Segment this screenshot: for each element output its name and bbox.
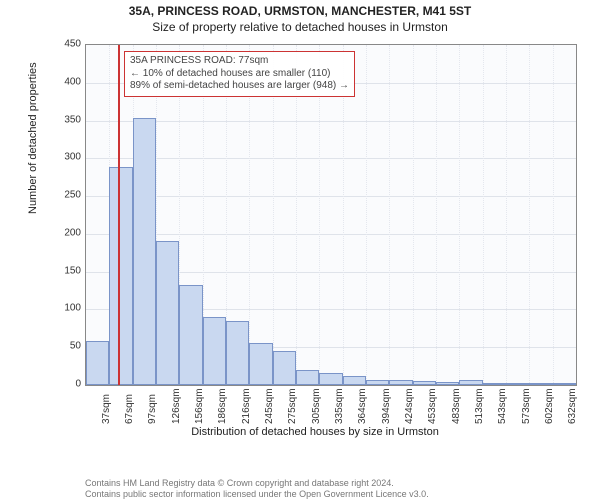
subject-property-marker (118, 45, 120, 385)
histogram-bar (109, 167, 132, 385)
y-tick-label: 200 (55, 227, 81, 238)
footer-line-2: Contains public sector information licen… (85, 489, 429, 500)
x-tick-label: 156sqm (194, 388, 205, 424)
x-tick-label: 275sqm (287, 388, 298, 424)
histogram-bar (133, 118, 156, 385)
histogram-bar (413, 381, 436, 385)
x-tick-label: 364sqm (357, 388, 368, 424)
y-tick-label: 350 (55, 114, 81, 125)
histogram-bar (389, 380, 412, 385)
annotation-line: 35A PRINCESS ROAD: 77sqm (130, 55, 349, 68)
x-tick-label: 483sqm (451, 388, 462, 424)
y-tick-label: 50 (55, 341, 81, 352)
histogram-plot-area: 35A PRINCESS ROAD: 77sqm← 10% of detache… (85, 44, 577, 386)
histogram-bar (249, 343, 272, 385)
x-tick-label: 126sqm (171, 388, 182, 424)
y-tick-label: 0 (55, 379, 81, 390)
histogram-bar (179, 285, 202, 385)
histogram-bar (553, 383, 576, 385)
x-tick-label: 335sqm (334, 388, 345, 424)
x-tick-label: 216sqm (241, 388, 252, 424)
chart-container: Number of detached properties 35A PRINCE… (55, 44, 575, 414)
footer-line-1: Contains HM Land Registry data © Crown c… (85, 478, 429, 489)
y-axis-title: Number of detached properties (27, 62, 39, 214)
annotation-line: 89% of semi-detached houses are larger (… (130, 80, 349, 93)
histogram-bar (86, 341, 109, 385)
y-tick-label: 400 (55, 76, 81, 87)
y-tick-label: 150 (55, 265, 81, 276)
x-tick-label: 67sqm (124, 394, 135, 424)
x-axis-title: Distribution of detached houses by size … (55, 426, 575, 438)
histogram-bar (296, 370, 319, 385)
x-tick-label: 602sqm (544, 388, 555, 424)
x-tick-label: 97sqm (147, 394, 158, 424)
histogram-bar (319, 373, 342, 385)
x-tick-label: 513sqm (474, 388, 485, 424)
histogram-bar (436, 382, 459, 385)
x-tick-label: 394sqm (381, 388, 392, 424)
footer-attribution: Contains HM Land Registry data © Crown c… (85, 478, 429, 500)
histogram-bar (273, 351, 296, 385)
histogram-bar (203, 317, 226, 385)
y-tick-label: 450 (55, 39, 81, 50)
histogram-bar (529, 383, 552, 385)
annotation-box: 35A PRINCESS ROAD: 77sqm← 10% of detache… (124, 51, 355, 97)
page-title-address: 35A, PRINCESS ROAD, URMSTON, MANCHESTER,… (0, 4, 600, 18)
annotation-line: ← 10% of detached houses are smaller (11… (130, 68, 349, 81)
x-tick-label: 245sqm (264, 388, 275, 424)
histogram-bar (459, 380, 482, 385)
x-tick-label: 543sqm (497, 388, 508, 424)
page-subtitle: Size of property relative to detached ho… (0, 20, 600, 34)
y-tick-label: 250 (55, 190, 81, 201)
histogram-bar (483, 383, 506, 385)
y-tick-label: 100 (55, 303, 81, 314)
x-tick-label: 632sqm (567, 388, 578, 424)
histogram-bar (506, 383, 529, 385)
histogram-bar (343, 376, 366, 385)
x-tick-label: 186sqm (217, 388, 228, 424)
y-tick-label: 300 (55, 152, 81, 163)
histogram-bar (156, 241, 179, 385)
x-tick-label: 305sqm (311, 388, 322, 424)
x-tick-label: 424sqm (404, 388, 415, 424)
histogram-bar (366, 380, 389, 385)
histogram-bar (226, 321, 249, 385)
x-tick-label: 453sqm (427, 388, 438, 424)
x-tick-label: 573sqm (521, 388, 532, 424)
x-tick-label: 37sqm (101, 394, 112, 424)
